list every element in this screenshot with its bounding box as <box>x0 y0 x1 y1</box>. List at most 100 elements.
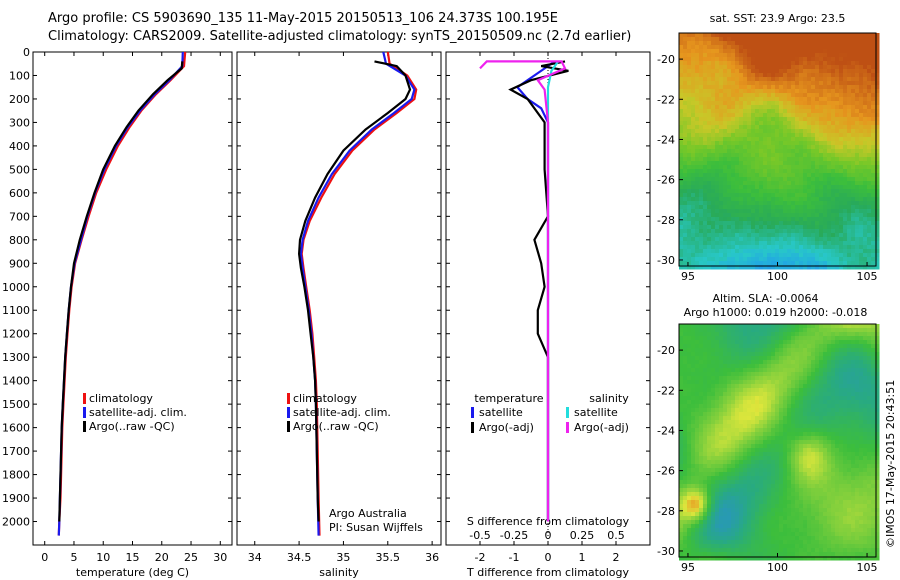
map-title: Altim. SLA: -0.0064 <box>712 292 818 305</box>
y-tick-label: 700 <box>9 210 30 223</box>
x-axis-label: salinity <box>319 566 359 579</box>
legend-label: satellite <box>479 406 523 419</box>
x-tick-label-salinity: -0.25 <box>500 529 528 542</box>
legend-swatch <box>566 407 569 418</box>
y-tick-label: 0 <box>23 46 30 59</box>
sla-heatmap <box>679 324 880 561</box>
x-tick-label: 100 <box>767 561 788 574</box>
map-subtitle: Argo h1000: 0.019 h2000: -0.018 <box>684 306 868 319</box>
legend-label: climatology <box>293 392 357 405</box>
y-tick-label: 1100 <box>2 304 30 317</box>
y-tick-label: -28 <box>657 505 675 518</box>
x-tick-label: 2 <box>613 551 620 564</box>
x-tick-label: 25 <box>184 551 198 564</box>
x-tick-label: 0 <box>41 551 48 564</box>
map-title: sat. SST: 23.9 Argo: 23.5 <box>710 12 846 25</box>
x-tick-label: 1 <box>579 551 586 564</box>
y-tick-label: 1500 <box>2 398 30 411</box>
y-tick-label: -28 <box>657 214 675 227</box>
x-axis-label: T difference from climatology <box>466 566 629 579</box>
annotation-text: PI: Susan Wijffels <box>329 521 423 534</box>
y-tick-label: -22 <box>657 384 675 397</box>
profile-title: Argo profile: CS 5903690_135 11-May-2015… <box>48 11 558 26</box>
x-tick-label: -2 <box>475 551 486 564</box>
series-line <box>57 51 187 536</box>
x-tick-label: 36 <box>425 551 439 564</box>
legend-swatch <box>566 422 569 433</box>
x-tick-label: 105 <box>857 561 878 574</box>
y-tick-label: 1700 <box>2 445 30 458</box>
x-tick-label: 15 <box>126 551 140 564</box>
series-line <box>515 60 556 522</box>
y-tick-label: 1800 <box>2 469 30 482</box>
y-tick-label: -26 <box>657 465 675 478</box>
y-tick-label: 1300 <box>2 351 30 364</box>
annotation-text: Argo Australia <box>329 507 407 520</box>
y-tick-label: 300 <box>9 116 30 129</box>
series-line <box>57 51 184 536</box>
x-tick-label-salinity: -0.5 <box>469 529 490 542</box>
sst-heatmap <box>679 33 880 270</box>
x-tick-label-salinity: 0.25 <box>570 529 595 542</box>
y-tick-label: 1200 <box>2 328 30 341</box>
y-tick-label: 600 <box>9 187 30 200</box>
x-tick-label: 10 <box>96 551 110 564</box>
legend-label: Argo(-adj) <box>574 421 629 434</box>
legend-swatch <box>287 393 290 404</box>
series-line <box>300 51 418 536</box>
y-tick-label: 1900 <box>2 492 30 505</box>
x-tick-label: 95 <box>681 561 695 574</box>
y-tick-label: -20 <box>657 344 675 357</box>
x-tick-label-salinity: 0 <box>545 529 552 542</box>
panel-frame-1 <box>32 51 233 546</box>
legend-swatch <box>287 407 290 418</box>
climatology-subtitle: Climatology: CARS2009. Satellite-adjuste… <box>48 29 632 44</box>
legend-label: satellite-adj. clim. <box>89 406 187 419</box>
y-tick-label: -26 <box>657 174 675 187</box>
x-tick-label: -1 <box>509 551 520 564</box>
series-line <box>546 60 560 522</box>
legend-label: Argo(..raw -QC) <box>89 420 175 433</box>
x-tick-label: 35.5 <box>376 551 401 564</box>
legend-swatch <box>83 421 86 432</box>
panel-frame-2 <box>236 51 442 546</box>
series-line <box>479 60 567 522</box>
legend-label: climatology <box>89 392 153 405</box>
y-tick-label: 500 <box>9 163 30 176</box>
legend-label: Argo(..raw -QC) <box>293 420 379 433</box>
y-tick-label: 1400 <box>2 375 30 388</box>
y-tick-label: -30 <box>657 545 675 558</box>
legend-swatch <box>471 407 474 418</box>
x-tick-label: 20 <box>155 551 169 564</box>
x-tick-label: 5 <box>70 551 77 564</box>
y-tick-label: -20 <box>657 53 675 66</box>
imos-credit: ©IMOS 17-May-2015 20:43:51 <box>884 379 897 548</box>
y-tick-label: 1600 <box>2 422 30 435</box>
y-tick-label: -24 <box>657 133 675 146</box>
x-tick-label: 105 <box>857 270 878 283</box>
x-axis-label: temperature (deg C) <box>76 566 189 579</box>
x-tick-label: 100 <box>767 270 788 283</box>
x-tick-label: 34.5 <box>287 551 312 564</box>
series-line <box>58 61 184 522</box>
y-tick-label: 100 <box>9 69 30 82</box>
y-tick-label: -24 <box>657 424 675 437</box>
x-tick-label-salinity: 0.5 <box>607 529 625 542</box>
x-tick-label: 95 <box>681 270 695 283</box>
legend-swatch <box>83 393 86 404</box>
legend-label: Argo(-adj) <box>479 421 534 434</box>
y-tick-label: 900 <box>9 257 30 270</box>
y-tick-label: 1000 <box>2 281 30 294</box>
legend-swatch <box>471 422 474 433</box>
legend-swatch <box>287 421 290 432</box>
y-tick-label: 800 <box>9 234 30 247</box>
y-tick-label: 200 <box>9 93 30 106</box>
y-tick-label: 2000 <box>2 516 30 529</box>
y-tick-label: -22 <box>657 93 675 106</box>
legend-label: satellite <box>574 406 618 419</box>
y-tick-label: -30 <box>657 254 675 267</box>
y-tick-label: 400 <box>9 140 30 153</box>
legend-swatch <box>83 407 86 418</box>
x-tick-label: 34 <box>248 551 262 564</box>
